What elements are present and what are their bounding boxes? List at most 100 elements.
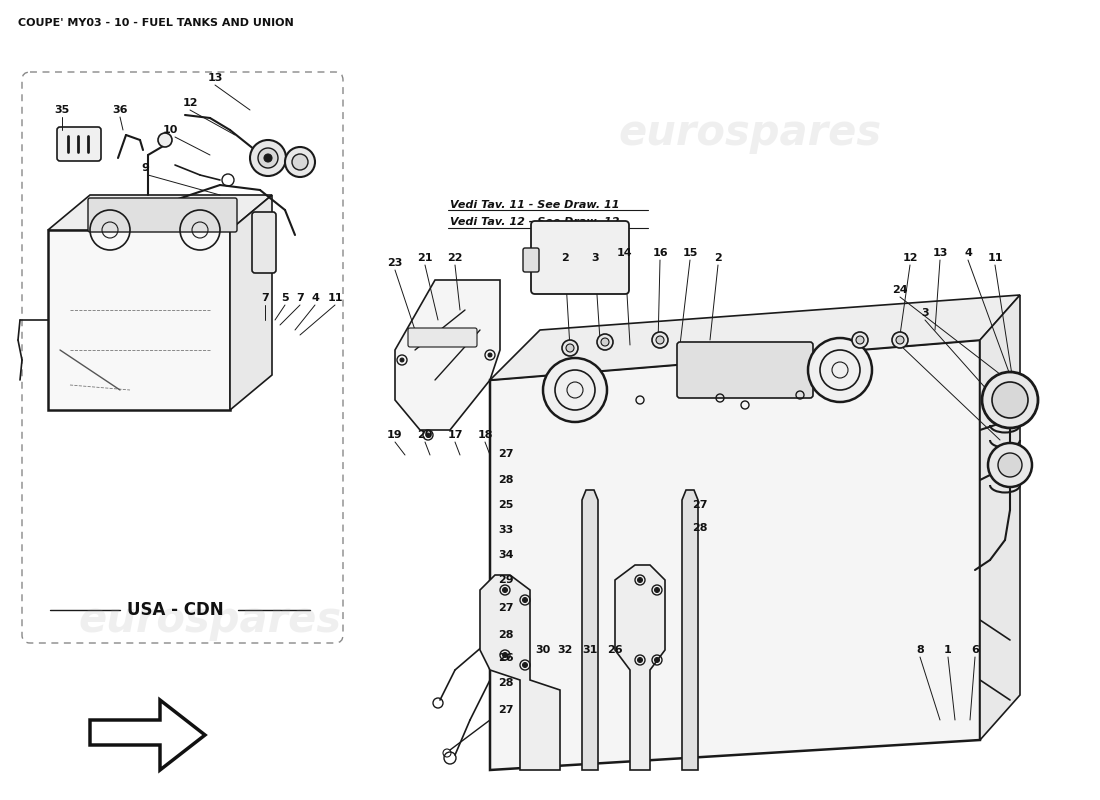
Circle shape [426,433,430,437]
Circle shape [988,443,1032,487]
Text: 23: 23 [387,258,403,268]
Text: 14: 14 [617,248,632,258]
Circle shape [856,336,864,344]
Text: 25: 25 [498,500,514,510]
Text: 27: 27 [692,500,707,510]
Text: 17: 17 [448,430,463,440]
Circle shape [638,578,642,582]
Text: 13: 13 [207,73,222,83]
FancyBboxPatch shape [88,198,236,232]
FancyBboxPatch shape [408,328,477,347]
Text: 8: 8 [916,645,924,655]
Text: 22: 22 [448,253,463,263]
FancyBboxPatch shape [676,342,813,398]
Text: 27: 27 [498,603,514,613]
Text: 24: 24 [892,333,907,343]
Circle shape [158,133,172,147]
Text: 2: 2 [561,253,569,263]
Text: 18: 18 [477,430,493,440]
Polygon shape [395,280,500,430]
Text: 32: 32 [558,645,573,655]
Text: 5: 5 [282,293,289,303]
Circle shape [522,662,528,667]
Circle shape [250,140,286,176]
Circle shape [503,653,507,658]
Circle shape [892,332,907,348]
Circle shape [597,334,613,350]
Text: 13: 13 [933,248,948,258]
Polygon shape [230,195,272,410]
Polygon shape [490,340,980,770]
Text: 21: 21 [417,253,432,263]
Circle shape [400,358,404,362]
Circle shape [998,453,1022,477]
Polygon shape [480,575,560,770]
Text: 28: 28 [498,630,514,640]
Polygon shape [48,230,230,410]
FancyBboxPatch shape [252,212,276,273]
Text: 29: 29 [498,575,514,585]
Polygon shape [490,295,1020,380]
Text: 27: 27 [498,705,514,715]
Text: 1: 1 [944,645,952,655]
Text: 4: 4 [964,248,972,258]
Text: 9: 9 [141,163,149,173]
Text: Vedi Tav. 11 - See Draw. 11: Vedi Tav. 11 - See Draw. 11 [450,200,619,210]
Text: 28: 28 [498,475,514,485]
Text: 20: 20 [417,430,432,440]
Text: 6: 6 [971,645,979,655]
Polygon shape [682,490,698,770]
Polygon shape [615,565,666,770]
Text: 28: 28 [692,523,707,533]
Circle shape [982,372,1038,428]
Text: 4: 4 [311,293,319,303]
Circle shape [654,658,660,662]
Text: 30: 30 [536,645,551,655]
Circle shape [543,358,607,422]
Polygon shape [980,295,1020,740]
Polygon shape [582,490,598,770]
Text: eurospares: eurospares [618,112,881,154]
Text: 16: 16 [652,248,668,258]
Text: 2: 2 [714,253,722,263]
Circle shape [852,332,868,348]
Text: 34: 34 [498,550,514,560]
Text: 15: 15 [682,248,697,258]
Text: 7: 7 [261,293,268,303]
Circle shape [652,332,668,348]
Text: 26: 26 [498,653,514,663]
Circle shape [638,658,642,662]
Text: 7: 7 [296,293,304,303]
FancyBboxPatch shape [522,248,539,272]
Text: COUPE' MY03 - 10 - FUEL TANKS AND UNION: COUPE' MY03 - 10 - FUEL TANKS AND UNION [18,18,294,28]
Circle shape [808,338,872,402]
FancyBboxPatch shape [531,221,629,294]
Circle shape [264,154,272,162]
Circle shape [566,344,574,352]
Text: 26: 26 [607,645,623,655]
Circle shape [601,338,609,346]
Polygon shape [90,700,205,770]
Circle shape [292,154,308,170]
Text: 28: 28 [498,678,514,688]
Circle shape [656,336,664,344]
Text: 31: 31 [582,645,597,655]
FancyBboxPatch shape [57,127,101,161]
Circle shape [258,148,278,168]
Text: 12: 12 [902,253,917,263]
Circle shape [503,587,507,593]
Text: USA - CDN: USA - CDN [126,601,223,619]
Text: 11: 11 [328,293,343,303]
Circle shape [562,340,578,356]
Text: 3: 3 [591,253,598,263]
Circle shape [992,382,1028,418]
Text: 36: 36 [112,105,128,115]
Text: eurospares: eurospares [78,599,342,641]
Text: 35: 35 [54,105,69,115]
Text: 12: 12 [183,98,198,108]
Text: 33: 33 [498,525,514,535]
Text: 24: 24 [892,285,907,295]
Circle shape [488,353,492,357]
Text: 10: 10 [163,125,178,135]
Circle shape [654,587,660,593]
